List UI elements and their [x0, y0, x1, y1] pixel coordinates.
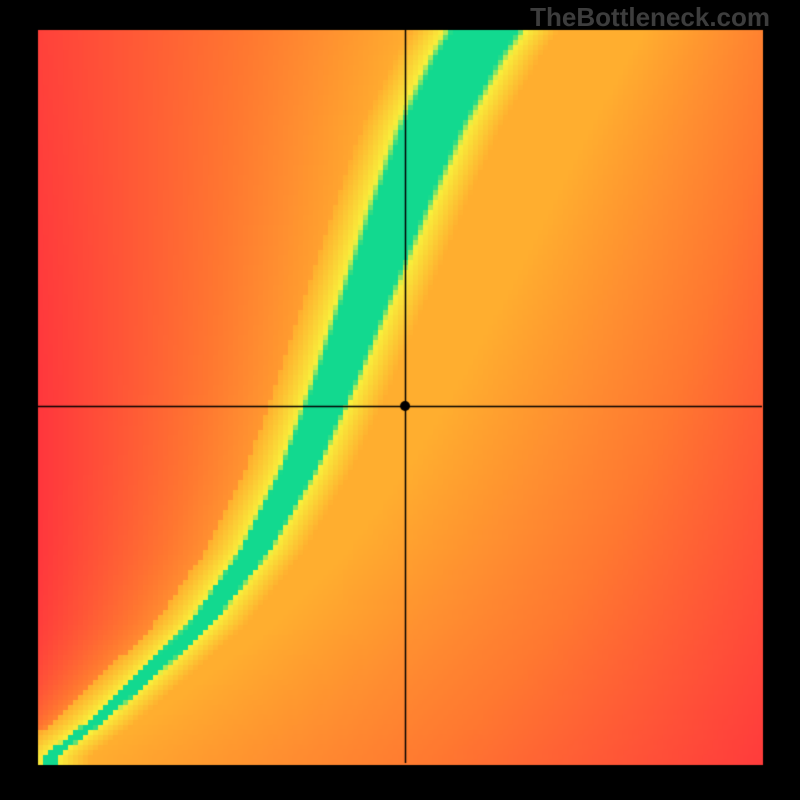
bottleneck-heatmap — [0, 0, 800, 800]
chart-container: TheBottleneck.com — [0, 0, 800, 800]
watermark: TheBottleneck.com — [530, 2, 770, 33]
